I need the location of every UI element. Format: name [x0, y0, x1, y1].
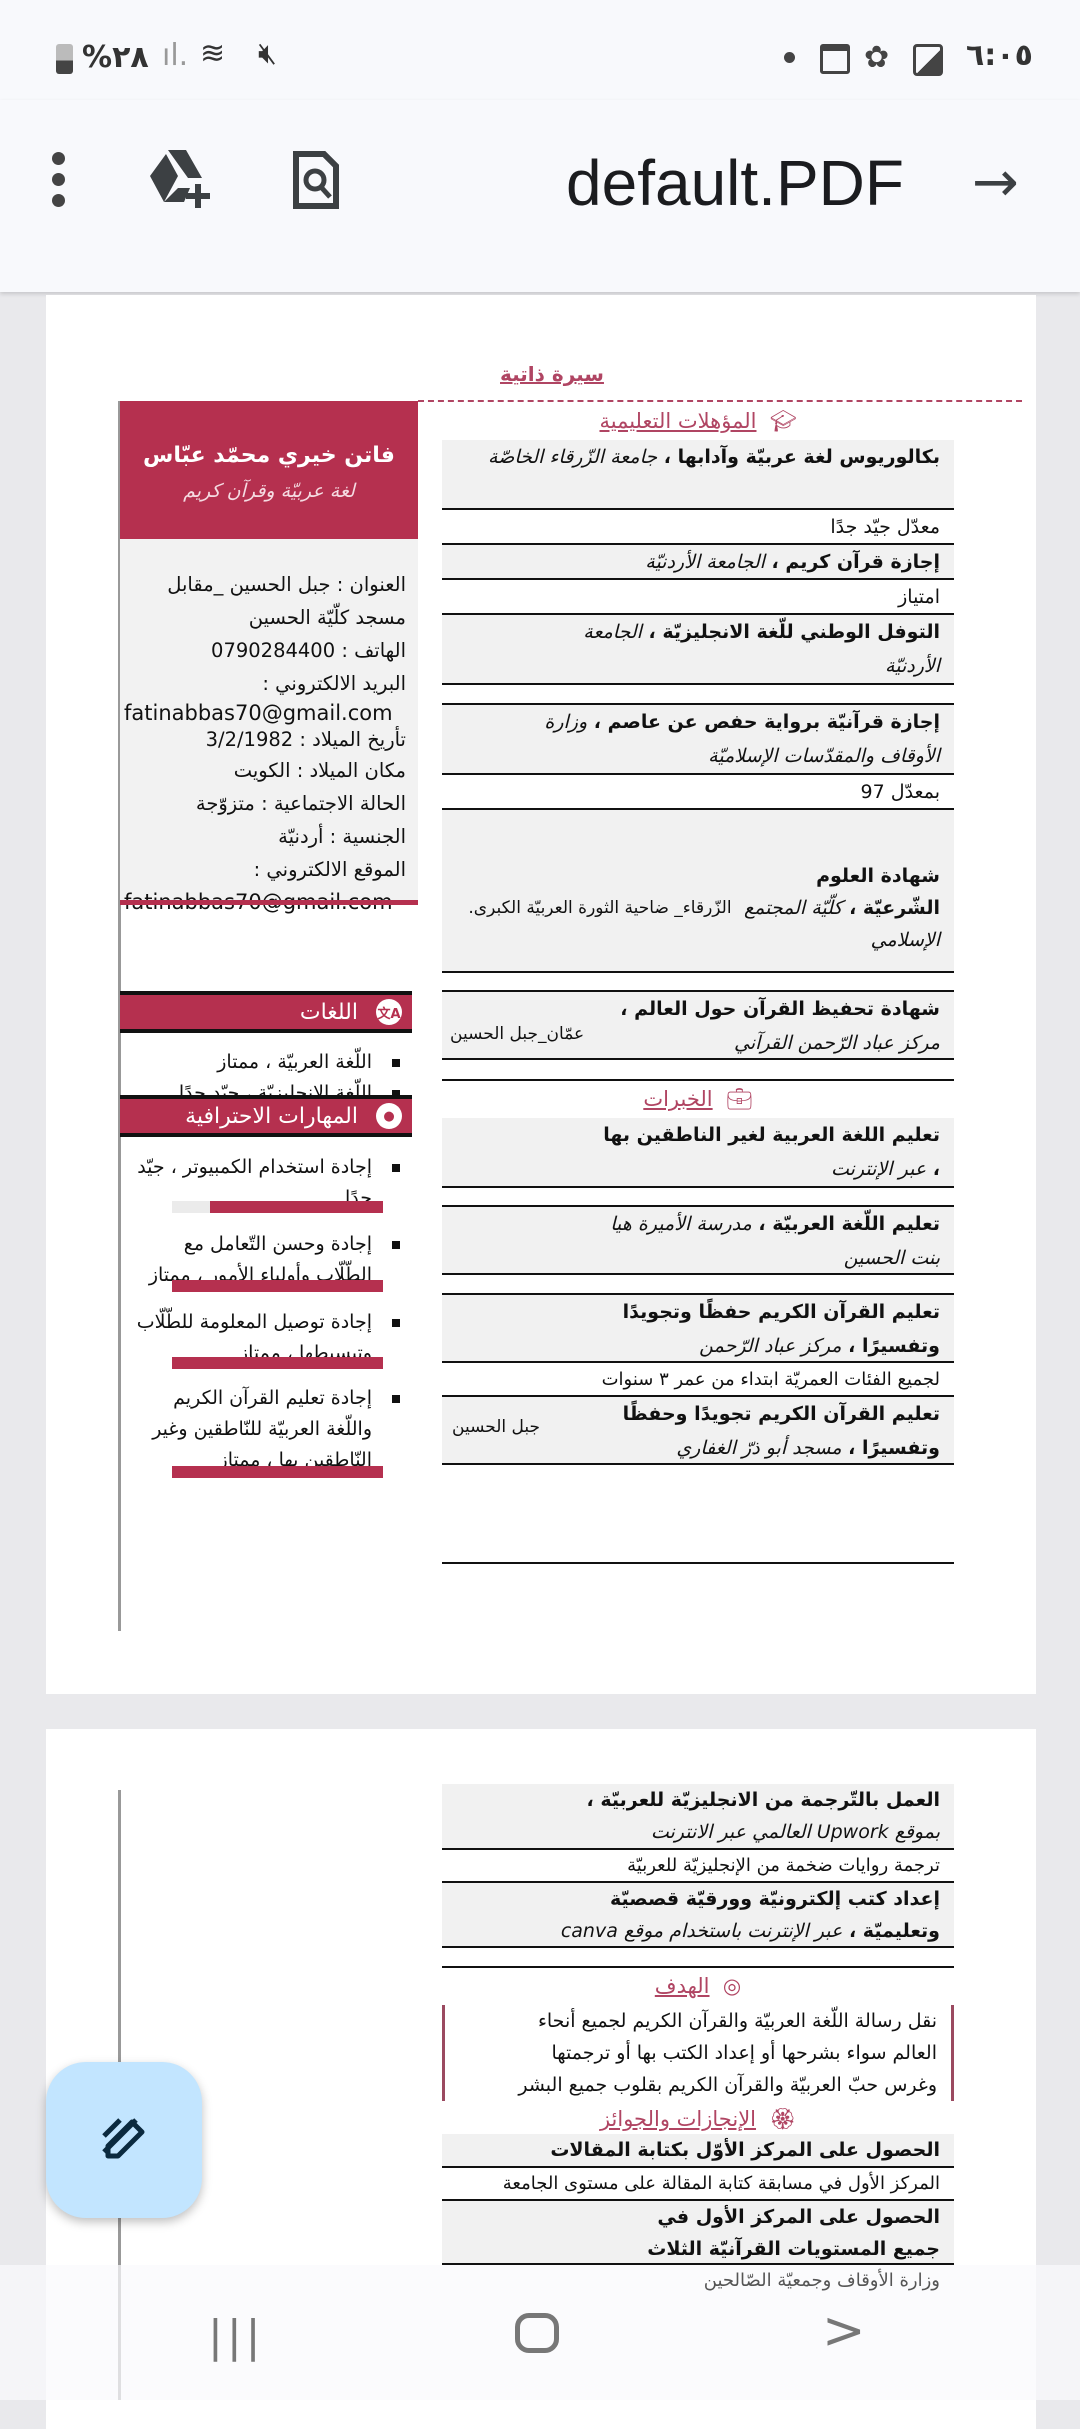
- target-icon: ◎: [722, 1974, 742, 1998]
- toolbar: default.PDF →: [0, 100, 1080, 292]
- education-entry: إجازة قرآنيّة برواية حفص عن عاصم ، وزارة…: [442, 703, 954, 775]
- doc-title: سيرة ذاتية: [500, 362, 604, 386]
- education-entry: شهادة تحفيظ القرآن حول العالم ، مركز عبا…: [442, 990, 954, 1060]
- skill-level-fill: [172, 1280, 383, 1292]
- education-heading: 🎓︎ المؤهلات التعليمية: [599, 409, 797, 433]
- skills-icon: ●: [376, 1103, 402, 1129]
- person-name: فاتن خيري محمّد عبّاس: [143, 443, 395, 468]
- education-note: معدّل جيّد جدًا: [442, 510, 954, 545]
- person-subtitle: لغة عربيّة وقرآن كريم: [183, 480, 355, 502]
- objective-text: نقل رسالة اللّغة العربيّة والقرآن الكريم…: [442, 2005, 954, 2101]
- skills-title: المهارات الاحترافية: [185, 1103, 358, 1129]
- experience-note: لجميع الفئات العمريّة ابتداء من عمر ٣ سن…: [442, 1363, 954, 1397]
- education-note: بمعدّل 97: [442, 775, 954, 810]
- experience-entry: تعليم اللغة العربية لغير الناطقين بها ، …: [442, 1118, 954, 1188]
- pen-edit-icon: [102, 2118, 145, 2159]
- contact-address-1: العنوان : جبل الحسين _مقابل: [167, 573, 406, 596]
- more-vert-icon[interactable]: [52, 152, 66, 207]
- experience-entry: إعداد كتب إلكترونيّة وورقيّة قصصيّة وتعل…: [442, 1883, 954, 1948]
- recent-apps-icon[interactable]: |||: [208, 2311, 265, 2362]
- award-icon: 🏵︎: [769, 2107, 797, 2131]
- skill-level-bar: [172, 1466, 383, 1478]
- divider: [442, 1079, 954, 1081]
- contact-phone: الهاتف : 0790284400: [211, 639, 406, 662]
- education-location: الزّرقاء_ ضاحية الثورة العربيّة الكبرى.: [468, 898, 732, 918]
- languages-title: اللغات: [299, 999, 358, 1025]
- contact-email-label: البريد الالكتروني :: [262, 672, 406, 695]
- calendar-icon: [820, 44, 850, 74]
- awards-heading: 🏵︎ الإنجازات والجوائز: [599, 2107, 797, 2131]
- contact-address-2: مسجد كلّيّة الحسين: [248, 606, 406, 629]
- document-title: default.PDF: [566, 147, 904, 219]
- wifi-icon: ≋: [200, 36, 226, 71]
- objective-heading: ◎ الهدف: [654, 1974, 742, 1998]
- drive-add-icon[interactable]: [148, 148, 214, 208]
- contact-email[interactable]: fatinabbas70@gmail.com: [124, 701, 393, 725]
- contact-marital: الحالة الاجتماعية : متزوّجة: [195, 792, 406, 815]
- divider: [442, 1966, 954, 1968]
- name-header: فاتن خيري محمّد عبّاس لغة عربيّة وقرآن ك…: [120, 401, 418, 539]
- forward-arrow-icon[interactable]: →: [972, 150, 1019, 215]
- leaf-icon: ✿: [864, 40, 890, 75]
- clock: ٦:٠٥: [966, 38, 1033, 73]
- education-location: عمّان_جبل الحسين: [450, 1024, 585, 1044]
- left-rule: [118, 401, 121, 1631]
- languages-header: 文A اللغات: [120, 991, 412, 1033]
- contact-underline: [120, 900, 418, 905]
- skills-header: ● المهارات الاحترافية: [120, 1095, 412, 1137]
- education-note: امتياز: [442, 580, 954, 615]
- skill-level-fill: [209, 1201, 383, 1213]
- skill-item: إجادة تعليم القرآن الكريم واللّغة العربي…: [120, 1383, 412, 1476]
- home-icon[interactable]: [515, 2313, 559, 2353]
- translate-icon: 文A: [376, 999, 402, 1025]
- education-entry: التوفل الوطني للّغة الانجليزيّة ، الجامع…: [442, 615, 954, 685]
- find-in-page-icon[interactable]: [292, 150, 340, 210]
- annotate-fab[interactable]: [46, 2062, 202, 2218]
- award-note: المركز الأول في مسابقة كتابة المقالة على…: [442, 2168, 954, 2201]
- education-entry: إجازة قرآن كريم ، الجامعة الأردنيّة: [442, 545, 954, 580]
- briefcase-icon: 💼︎: [726, 1087, 753, 1111]
- dot-icon: [784, 52, 795, 63]
- skill-level-fill: [172, 1466, 383, 1478]
- experience-entry: تعليم اللّغة العربيّة ، مدرسة الأميرة هي…: [442, 1205, 954, 1275]
- dashed-divider: [418, 400, 1022, 402]
- experience-entry: تعليم القرآن الكريم حفظًا وتجويدًا وتفسي…: [442, 1293, 954, 1363]
- skill-level-bar: [172, 1201, 383, 1213]
- battery-percent: %٢٨: [82, 40, 149, 75]
- skill-level-fill: [172, 1357, 383, 1369]
- divider: [442, 1562, 954, 1564]
- contact-birthplace: مكان الميلاد : الكويت: [233, 759, 406, 782]
- language-item: اللّغة العربيّة ، ممتاز: [120, 1047, 412, 1078]
- back-icon[interactable]: >: [822, 2301, 866, 2361]
- education-entry: بكالوريوس لغة عربيّة وآدابها ، جامعة الز…: [442, 440, 954, 510]
- skill-level-bar: [172, 1280, 383, 1292]
- contact-box: [120, 539, 418, 902]
- award-note: وزارة الأوقاف وجمعيّة الصّالحين: [703, 2270, 940, 2291]
- contact-birthdate: تأريخ الميلاد : 3/2/1982: [205, 728, 406, 751]
- battery-icon: [56, 44, 73, 74]
- award-entry: الحصول على المركز الأول في جميع المستويا…: [442, 2201, 954, 2265]
- gallery-icon: [913, 44, 943, 76]
- contact-info: العنوان : جبل الحسين _مقابل مسجد كلّيّة …: [118, 568, 418, 919]
- contact-nationality: الجنسية : أردنيّة: [278, 825, 406, 848]
- experience-entry: العمل بالتّرجمة من الانجليزيّة للعربيّة …: [442, 1784, 954, 1850]
- skill-level-bar: [172, 1357, 383, 1369]
- mute-icon: 🔇︎: [258, 36, 277, 71]
- graduation-cap-icon: 🎓︎: [769, 409, 797, 433]
- experience-entry: تعليم القرآن الكريم تجويدًا وحفظًا وتفسي…: [442, 1397, 954, 1465]
- navigation-bar: ||| >: [0, 2265, 1080, 2400]
- status-bar: %٢٨ ıl. ≋ 🔇︎ ✿ ٦:٠٥: [0, 0, 1080, 100]
- contact-website-label: الموقع الالكتروني :: [253, 858, 406, 881]
- award-entry: الحصول على المركز الأوّل بكتابة المقالات: [442, 2134, 954, 2168]
- experience-note: ترجمة روايات ضخمة من الإنجليزيّة للعربيّ…: [442, 1850, 954, 1883]
- education-entry: شهادة العلوم الشّرعيّة ، كلّيّة المجتمع …: [442, 810, 954, 973]
- experience-heading: 💼︎ الخبرات: [643, 1087, 753, 1111]
- experience-location: جبل الحسين: [452, 1417, 541, 1437]
- signal-icon: ıl.: [162, 38, 189, 73]
